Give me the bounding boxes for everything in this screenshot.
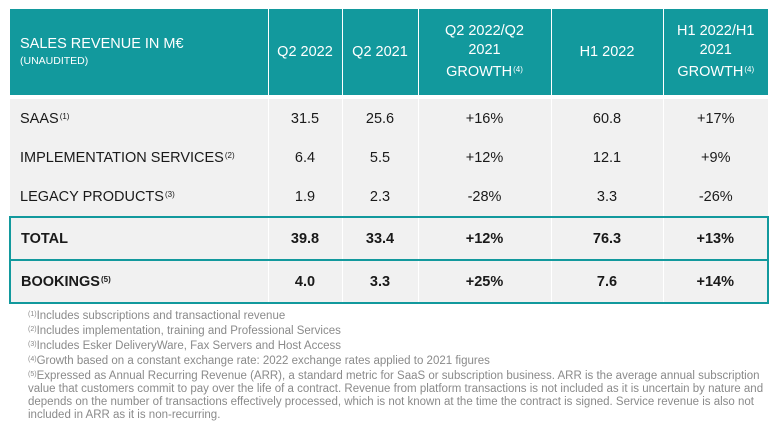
row-label-text: TOTAL xyxy=(21,230,68,247)
footnote-text: Growth based on a constant exchange rate… xyxy=(36,355,490,367)
row-label-text: SAAS xyxy=(20,110,59,127)
row-bookings: BOOKINGS(5) 4.0 3.3 +25% 7.6 +14% xyxy=(9,260,769,304)
row-label: SAAS(1) xyxy=(10,95,269,138)
cell-q2-2022: 1.9 xyxy=(268,177,343,217)
header-h1-growth-ref: (4) xyxy=(744,65,755,74)
row-total: TOTAL 39.8 33.4 +12% 76.3 +13% xyxy=(9,216,769,261)
cell-q2-2021: 3.3 xyxy=(342,260,419,304)
footnote-ref: (4) xyxy=(28,356,37,363)
row-label: BOOKINGS(5) xyxy=(9,260,269,304)
cell-q2-growth: +16% xyxy=(418,95,552,138)
footnote-ref: (1) xyxy=(28,311,37,318)
header-label-main: SALES REVENUE IN M€ xyxy=(20,35,184,52)
cell-q2-2022: 6.4 xyxy=(268,138,343,177)
header-q2-growth-line1: Q2 2022/Q2 xyxy=(445,23,524,39)
cell-q2-2021: 25.6 xyxy=(342,95,419,138)
row-saas: SAAS(1) 31.5 25.6 +16% 60.8 +17% xyxy=(10,95,768,138)
cell-q2-2021: 2.3 xyxy=(342,177,419,217)
footnote-ref: (5) xyxy=(28,371,37,378)
row-label-text: IMPLEMENTATION SERVICES xyxy=(20,149,224,166)
row-label: IMPLEMENTATION SERVICES(2) xyxy=(10,138,269,177)
cell-h1-growth: +13% xyxy=(663,216,769,261)
row-implementation-services: IMPLEMENTATION SERVICES(2) 6.4 5.5 +12% … xyxy=(10,138,768,177)
footnote: (4)Growth based on a constant exchange r… xyxy=(28,353,768,368)
row-label-ref: (3) xyxy=(164,189,175,199)
table-header: SALES REVENUE IN M€ (UNAUDITED) Q2 2022 … xyxy=(10,9,768,97)
row-label: TOTAL xyxy=(9,216,269,261)
header-h1-growth-line2: 2021 xyxy=(699,42,732,58)
footnote: (1)Includes subscriptions and transactio… xyxy=(28,308,768,323)
cell-q2-growth: +12% xyxy=(418,138,552,177)
header-q2-growth-line3: GROWTH xyxy=(446,64,513,80)
footnote: (3)Includes Esker DeliveryWare, Fax Serv… xyxy=(28,338,768,353)
footnote: (5)Expressed as Annual Recurring Revenue… xyxy=(28,368,768,422)
cell-h1-2022: 76.3 xyxy=(551,216,664,261)
cell-h1-growth: +9% xyxy=(663,138,768,177)
cell-q2-2022: 39.8 xyxy=(268,216,343,261)
header-h1-2022: H1 2022 xyxy=(551,9,664,97)
cell-h1-2022: 60.8 xyxy=(551,95,664,138)
footnote-ref: (2) xyxy=(28,326,37,333)
header-q2-2021: Q2 2021 xyxy=(342,9,419,97)
row-label-ref: (2) xyxy=(224,150,235,160)
cell-h1-2022: 12.1 xyxy=(551,138,664,177)
footnote-text: Includes Esker DeliveryWare, Fax Servers… xyxy=(36,340,341,352)
footnotes: (1)Includes subscriptions and transactio… xyxy=(28,308,768,422)
cell-q2-growth: +25% xyxy=(418,260,552,304)
cell-h1-growth: +14% xyxy=(663,260,769,304)
header-label-cell: SALES REVENUE IN M€ (UNAUDITED) xyxy=(10,9,269,97)
row-label-ref: (1) xyxy=(59,111,70,121)
cell-h1-growth: +17% xyxy=(663,95,768,138)
table-body: SAAS(1) 31.5 25.6 +16% 60.8 +17% IMPLEME… xyxy=(9,95,769,304)
footnote-text: Expressed as Annual Recurring Revenue (A… xyxy=(28,370,764,421)
footnote-text: Includes implementation, training and Pr… xyxy=(36,325,341,337)
header-q2-growth: Q2 2022/Q2 2021 GROWTH(4) xyxy=(418,9,552,97)
row-label: LEGACY PRODUCTS(3) xyxy=(10,177,269,217)
row-label-ref: (5) xyxy=(100,274,111,284)
header-q2-growth-ref: (4) xyxy=(513,65,523,74)
header-row: SALES REVENUE IN M€ (UNAUDITED) Q2 2022 … xyxy=(10,9,768,97)
header-label-sub: (UNAUDITED) xyxy=(20,54,89,67)
header-h1-growth-line3: GROWTH xyxy=(677,64,744,80)
cell-h1-2022: 7.6 xyxy=(551,260,664,304)
footnote-ref: (3) xyxy=(28,341,37,348)
cell-h1-growth: -26% xyxy=(663,177,768,217)
footnote: (2)Includes implementation, training and… xyxy=(28,323,768,338)
header-h1-growth: H1 2022/H1 2021 GROWTH(4) xyxy=(663,9,768,97)
row-label-text: BOOKINGS xyxy=(21,273,100,290)
cell-q2-growth: +12% xyxy=(418,216,552,261)
footnote-text: Includes subscriptions and transactional… xyxy=(36,310,286,322)
cell-q2-growth: -28% xyxy=(418,177,552,217)
header-q2-growth-line2: 2021 xyxy=(468,42,501,58)
sales-revenue-table: SALES REVENUE IN M€ (UNAUDITED) Q2 2022 … xyxy=(9,9,769,304)
cell-q2-2022: 31.5 xyxy=(268,95,343,138)
cell-q2-2021: 5.5 xyxy=(342,138,419,177)
row-label-text: LEGACY PRODUCTS xyxy=(20,188,164,205)
header-q2-2022: Q2 2022 xyxy=(268,9,343,97)
cell-h1-2022: 3.3 xyxy=(551,177,664,217)
row-legacy-products: LEGACY PRODUCTS(3) 1.9 2.3 -28% 3.3 -26% xyxy=(10,177,768,217)
cell-q2-2022: 4.0 xyxy=(268,260,343,304)
cell-q2-2021: 33.4 xyxy=(342,216,419,261)
header-h1-growth-line1: H1 2022/H1 xyxy=(677,23,755,39)
